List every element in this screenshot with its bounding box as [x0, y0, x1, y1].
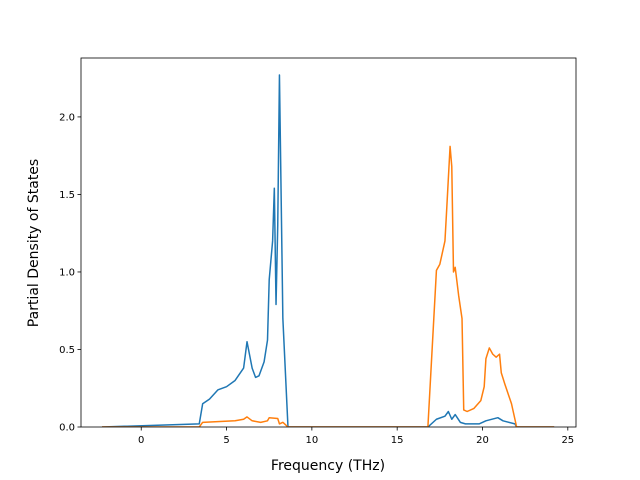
y-tick-label: 1.5	[59, 190, 75, 201]
x-axis-label: Frequency (THz)	[271, 458, 385, 474]
x-tick-label: 20	[476, 435, 489, 446]
x-tick-label: 25	[561, 435, 574, 446]
x-tick-label: 10	[305, 435, 318, 446]
x-tick-label: 0	[138, 435, 144, 446]
plot-frame	[80, 57, 577, 428]
y-tick-label: 2.0	[59, 112, 75, 123]
y-tick-label: 0.0	[59, 423, 75, 434]
y-tick-label: 0.5	[59, 345, 75, 356]
y-axis-label: Partial Density of States	[26, 159, 42, 327]
series-line	[101, 74, 555, 427]
series-line	[101, 145, 555, 427]
y-tick-label: 1.0	[59, 267, 75, 278]
x-tick-label: 15	[391, 435, 404, 446]
x-tick-label: 5	[223, 435, 229, 446]
